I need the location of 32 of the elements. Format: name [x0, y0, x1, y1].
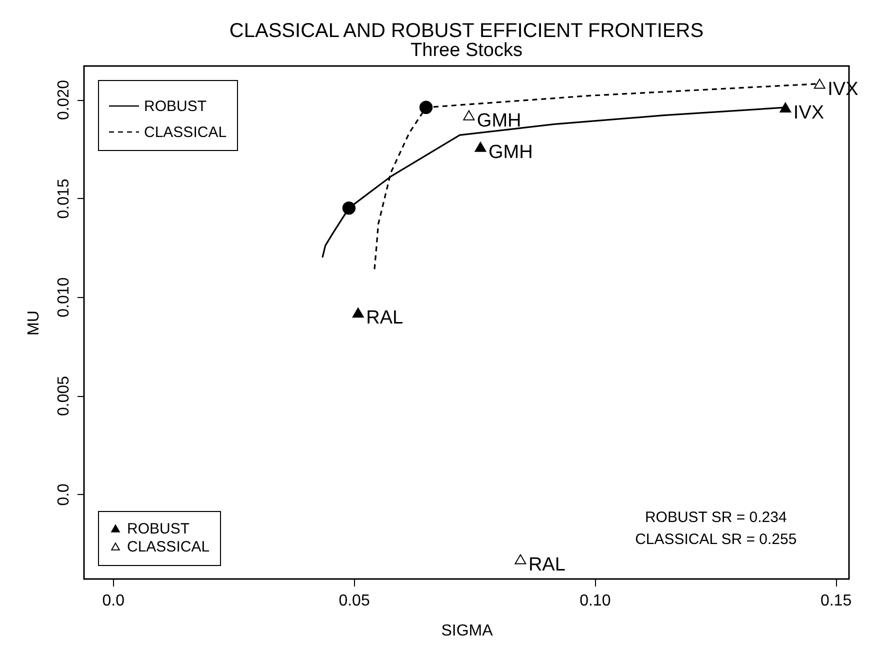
annotation: RAL — [366, 308, 404, 329]
point — [514, 554, 526, 564]
chart-title: CLASSICAL AND ROBUST EFFICIENT FRONTIERS — [229, 20, 704, 42]
y-tick-label: 0.020 — [56, 80, 72, 120]
point — [780, 102, 792, 112]
annotation: GMH — [476, 110, 522, 132]
point — [814, 78, 826, 89]
annotation: IVX — [793, 102, 824, 124]
legend-label: ROBUST — [127, 520, 190, 538]
legend-label: CLASSICAL — [127, 538, 210, 556]
x-axis-title: SIGMA — [441, 622, 494, 640]
annotation: RAL — [528, 554, 566, 576]
annotation: CLASSICAL SR = 0.255 — [635, 530, 797, 548]
x-tick-label: 0.05 — [338, 592, 370, 610]
y-tick-label: 0.015 — [56, 178, 72, 219]
annotation: ROBUST SR = 0.234 — [644, 508, 787, 526]
x-tick-label: 0.10 — [580, 592, 611, 610]
x-tick-label: 0.15 — [820, 592, 852, 610]
point — [342, 201, 356, 215]
point — [474, 142, 486, 152]
annotation: GMH — [488, 142, 533, 163]
legend-label: CLASSICAL — [144, 124, 227, 141]
x-tick-label: 0.0 — [102, 592, 125, 610]
y-tick-label: 0.010 — [56, 277, 72, 318]
y-tick-label: 0.005 — [56, 376, 72, 416]
legend-label: ROBUST — [144, 98, 207, 115]
y-tick-label: 0.0 — [56, 483, 72, 506]
point — [352, 308, 364, 318]
point — [419, 100, 433, 114]
y-axis-title: MU — [26, 310, 42, 336]
chart-subtitle: Three Stocks — [410, 40, 522, 61]
point — [463, 110, 475, 120]
